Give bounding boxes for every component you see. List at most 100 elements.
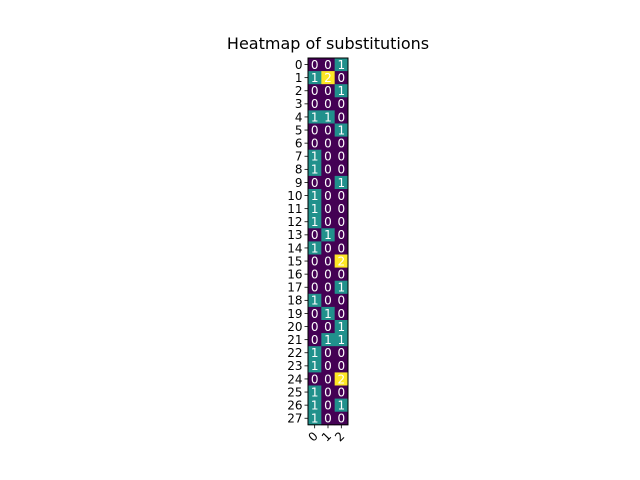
heatmap-cell: [321, 359, 336, 373]
heatmap-cell: [321, 385, 336, 399]
cell-value-label: 0: [324, 412, 332, 426]
cell-value-label: 0: [338, 97, 346, 111]
cell-value-label: 0: [324, 398, 332, 412]
cell-value-label: 0: [311, 372, 319, 386]
heatmap-cell: [334, 411, 349, 426]
heatmap-cell: [321, 71, 336, 85]
cell-value-label: 0: [311, 267, 319, 281]
cell-value-label: 0: [311, 254, 319, 268]
heatmap-cell: [308, 162, 322, 177]
y-tick-label: 12: [287, 215, 302, 229]
y-axis: 0123456789101112131415161718192021222324…: [287, 58, 308, 426]
heatmap-cell: [321, 189, 336, 203]
heatmap-cell: [321, 97, 336, 111]
cell-value-label: 2: [338, 254, 346, 268]
heatmap-cell: [334, 254, 349, 268]
heatmap-cell: [334, 97, 349, 111]
y-tick-label: 14: [287, 241, 302, 255]
y-tick-label: 16: [287, 267, 302, 281]
y-tick-label: 2: [295, 84, 303, 98]
heatmap-cell: [334, 228, 349, 242]
heatmap-cell: [321, 162, 336, 177]
heatmap-cell: [308, 320, 322, 334]
y-tick-label: 7: [295, 150, 303, 164]
heatmap-cell: [321, 293, 336, 308]
heatmap-cell: [334, 267, 349, 282]
cell-value-label: 1: [311, 163, 319, 177]
heatmap-cell: [321, 333, 336, 347]
y-tick-label: 18: [287, 294, 302, 308]
cell-value-label: 1: [311, 412, 319, 426]
heatmap-cell: [334, 189, 349, 203]
heatmap-cell: [334, 149, 349, 164]
heatmap-cell: [308, 241, 322, 255]
heatmap-cell: [334, 162, 349, 177]
cell-value-label: 1: [324, 333, 332, 347]
y-tick-label: 22: [287, 346, 302, 360]
cell-value-label: 1: [311, 202, 319, 216]
cell-value-label: 1: [311, 215, 319, 229]
cell-value-label: 0: [338, 110, 346, 124]
y-tick-label: 27: [287, 412, 302, 426]
cell-value-label: 0: [338, 228, 346, 242]
cell-value-label: 0: [324, 123, 332, 137]
cell-value-label: 0: [338, 346, 346, 360]
y-tick-label: 20: [287, 320, 302, 334]
heatmap-cell: [308, 136, 322, 151]
heatmap-cell: [308, 215, 322, 229]
cell-value-label: 0: [338, 385, 346, 399]
heatmap-cell: [334, 293, 349, 308]
cell-value-label: 0: [324, 136, 332, 150]
y-tick-label: 6: [295, 136, 303, 150]
heatmap-cell: [321, 254, 336, 268]
y-tick-label: 23: [287, 359, 302, 373]
heatmap-cell: [308, 123, 322, 137]
y-tick-label: 13: [287, 228, 302, 242]
cell-value-label: 0: [338, 202, 346, 216]
cell-value-label: 1: [311, 385, 319, 399]
heatmap-cell: [308, 346, 322, 360]
y-tick-label: 9: [295, 176, 303, 190]
cell-value-label: 0: [324, 163, 332, 177]
heatmap-cell: [334, 71, 349, 85]
heatmap-cell: [308, 175, 322, 190]
cell-value-label: 0: [338, 215, 346, 229]
cell-value-label: 0: [324, 202, 332, 216]
heatmap-cell: [321, 215, 336, 229]
cell-value-label: 0: [311, 176, 319, 190]
heatmap-cell: [321, 84, 336, 98]
cell-value-label: 1: [338, 84, 346, 98]
cell-value-label: 0: [311, 228, 319, 242]
heatmap-cell: [334, 320, 349, 334]
y-tick-label: 26: [287, 398, 302, 412]
heatmap-cell: [334, 202, 349, 216]
heatmap-cell: [308, 202, 322, 216]
heatmap-cell: [308, 280, 322, 295]
y-tick-label: 19: [287, 307, 302, 321]
heatmap-cell: [321, 110, 336, 124]
cell-value-label: 0: [324, 254, 332, 268]
heatmap-cells: [308, 58, 349, 426]
cell-value-label: 0: [311, 320, 319, 334]
heatmap-cell: [334, 123, 349, 137]
heatmap-cell: [321, 202, 336, 216]
cell-value-label: 1: [311, 294, 319, 308]
heatmap-cell: [308, 293, 322, 308]
heatmap-cell: [321, 136, 336, 151]
heatmap-cell: [334, 385, 349, 399]
cell-value-label: 0: [338, 307, 346, 321]
y-tick-label: 8: [295, 163, 303, 177]
heatmap-cell: [321, 175, 336, 190]
y-tick-label: 11: [287, 202, 302, 216]
cell-value-label: 0: [338, 241, 346, 255]
cell-value-label: 0: [338, 71, 346, 85]
heatmap-cell: [334, 84, 349, 98]
cell-value-label: 0: [324, 97, 332, 111]
heatmap-cell: [321, 228, 336, 242]
heatmap-cell: [334, 215, 349, 229]
cell-value-label: 0: [338, 412, 346, 426]
heatmap-cell: [308, 189, 322, 203]
cell-value-label: 0: [324, 215, 332, 229]
cell-value-label: 0: [311, 97, 319, 111]
cell-value-label: 1: [311, 241, 319, 255]
